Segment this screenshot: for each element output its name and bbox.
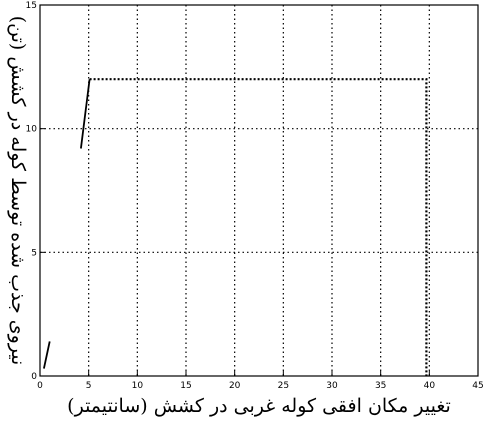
y-tick-label: 5: [31, 248, 37, 258]
x-tick-label: 0: [37, 381, 43, 391]
series-line: [89, 78, 428, 376]
x-tick-label: 45: [472, 381, 483, 391]
x-tick-label: 30: [326, 381, 338, 391]
grid-lines: [40, 5, 478, 376]
x-tick-label: 20: [229, 381, 241, 391]
series-line: [43, 341, 51, 369]
axis-ticks: 0 5 10 15 20 25 30 35 40 45 0 5 10 15: [26, 1, 484, 391]
x-axis-label: تغییر مکان افقی کوله غربی در کشش (سانتیم…: [67, 395, 451, 417]
y-tick-label: 15: [26, 1, 37, 11]
x-tick-label: 15: [180, 381, 191, 391]
y-tick-label: 0: [31, 372, 37, 382]
series-line: [80, 79, 91, 149]
x-tick-label: 40: [424, 381, 436, 391]
x-tick-label: 35: [375, 381, 386, 391]
data-series: [43, 78, 428, 376]
x-tick-label: 5: [86, 381, 92, 391]
y-axis-label: نیروی جذب شده توسط کوله در کشش (تن): [7, 16, 29, 366]
x-tick-label: 10: [132, 381, 144, 391]
y-tick-label: 10: [26, 125, 38, 135]
plot-area-border: [39, 4, 479, 377]
x-tick-label: 25: [278, 381, 289, 391]
